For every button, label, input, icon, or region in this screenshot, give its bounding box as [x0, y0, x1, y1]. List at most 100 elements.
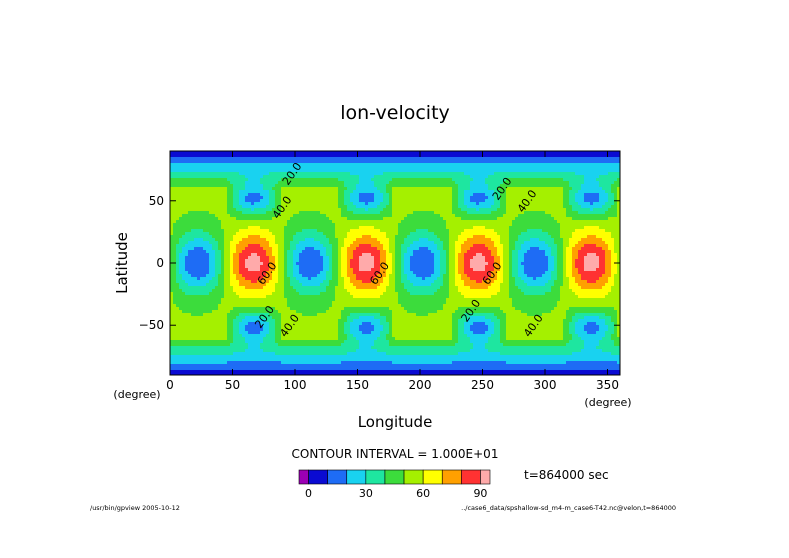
- field-cell: [350, 157, 354, 161]
- field-cell: [428, 187, 432, 191]
- field-cell: [605, 202, 609, 206]
- field-cell: [422, 232, 426, 236]
- field-cell: [401, 190, 405, 194]
- field-cell: [602, 157, 606, 161]
- field-cell: [587, 160, 591, 164]
- field-cell: [176, 247, 180, 251]
- field-cell: [458, 187, 462, 191]
- field-cell: [455, 196, 459, 200]
- field-cell: [281, 211, 285, 215]
- field-cell: [608, 151, 612, 155]
- field-cell: [272, 235, 276, 239]
- field-cell: [293, 214, 297, 218]
- field-cell: [227, 154, 231, 158]
- field-cell: [194, 175, 198, 179]
- field-cell: [536, 208, 540, 212]
- field-cell: [197, 193, 201, 197]
- field-cell: [611, 205, 615, 209]
- field-cell: [512, 238, 516, 242]
- field-cell: [470, 175, 474, 179]
- field-cell: [233, 232, 237, 236]
- field-cell: [422, 238, 426, 242]
- field-cell: [281, 229, 285, 233]
- field-cell: [224, 193, 228, 197]
- field-cell: [389, 166, 393, 170]
- field-cell: [509, 196, 513, 200]
- field-cell: [452, 181, 456, 185]
- field-cell: [530, 190, 534, 194]
- field-cell: [377, 175, 381, 179]
- field-cell: [617, 163, 620, 167]
- field-cell: [590, 220, 594, 224]
- field-cell: [431, 214, 435, 218]
- field-cell: [521, 202, 525, 206]
- field-cell: [506, 196, 510, 200]
- field-cell: [185, 223, 189, 227]
- field-cell: [194, 157, 198, 161]
- field-cell: [485, 238, 489, 242]
- field-cell: [383, 211, 387, 215]
- field-cell: [440, 220, 444, 224]
- field-cell: [398, 151, 402, 155]
- field-cell: [290, 160, 294, 164]
- field-cell: [566, 238, 570, 242]
- field-cell: [194, 241, 198, 245]
- field-cell: [398, 208, 402, 212]
- field-cell: [350, 151, 354, 155]
- field-cell: [335, 193, 339, 197]
- field-cell: [308, 160, 312, 164]
- field-cell: [500, 193, 504, 197]
- field-cell: [476, 193, 480, 197]
- field-cell: [293, 196, 297, 200]
- field-cell: [335, 208, 339, 212]
- field-cell: [416, 241, 420, 245]
- field-cell: [230, 223, 234, 227]
- field-cell: [239, 166, 243, 170]
- field-cell: [443, 178, 447, 182]
- field-cell: [437, 160, 441, 164]
- field-cell: [290, 220, 294, 224]
- field-cell: [188, 208, 192, 212]
- field-cell: [503, 169, 507, 173]
- field-cell: [605, 223, 609, 227]
- field-cell: [443, 151, 447, 155]
- field-cell: [317, 232, 321, 236]
- field-cell: [425, 181, 429, 185]
- field-cell: [218, 229, 222, 233]
- field-cell: [479, 232, 483, 236]
- field-cell: [461, 151, 465, 155]
- field-cell: [302, 235, 306, 239]
- field-cell: [614, 175, 618, 179]
- field-cell: [212, 154, 216, 158]
- field-cell: [548, 172, 552, 176]
- field-cell: [185, 241, 189, 245]
- field-cell: [440, 199, 444, 203]
- field-cell: [497, 160, 501, 164]
- field-cell: [566, 166, 570, 170]
- field-cell: [449, 229, 453, 233]
- field-cell: [566, 247, 570, 251]
- field-cell: [233, 223, 237, 227]
- field-cell: [401, 202, 405, 206]
- field-cell: [173, 247, 177, 251]
- field-cell: [380, 187, 384, 191]
- field-cell: [389, 223, 393, 227]
- field-cell: [422, 205, 426, 209]
- field-cell: [617, 205, 620, 209]
- field-cell: [485, 244, 489, 248]
- field-cell: [584, 235, 588, 239]
- field-cell: [281, 235, 285, 239]
- field-cell: [593, 208, 597, 212]
- field-cell: [320, 238, 324, 242]
- field-cell: [575, 199, 579, 203]
- field-cell: [296, 190, 300, 194]
- field-cell: [347, 154, 351, 158]
- field-cell: [353, 238, 357, 242]
- field-cell: [485, 172, 489, 176]
- field-cell: [344, 223, 348, 227]
- field-cell: [332, 187, 336, 191]
- field-cell: [224, 157, 228, 161]
- field-cell: [260, 160, 264, 164]
- field-cell: [575, 151, 579, 155]
- field-cell: [578, 157, 582, 161]
